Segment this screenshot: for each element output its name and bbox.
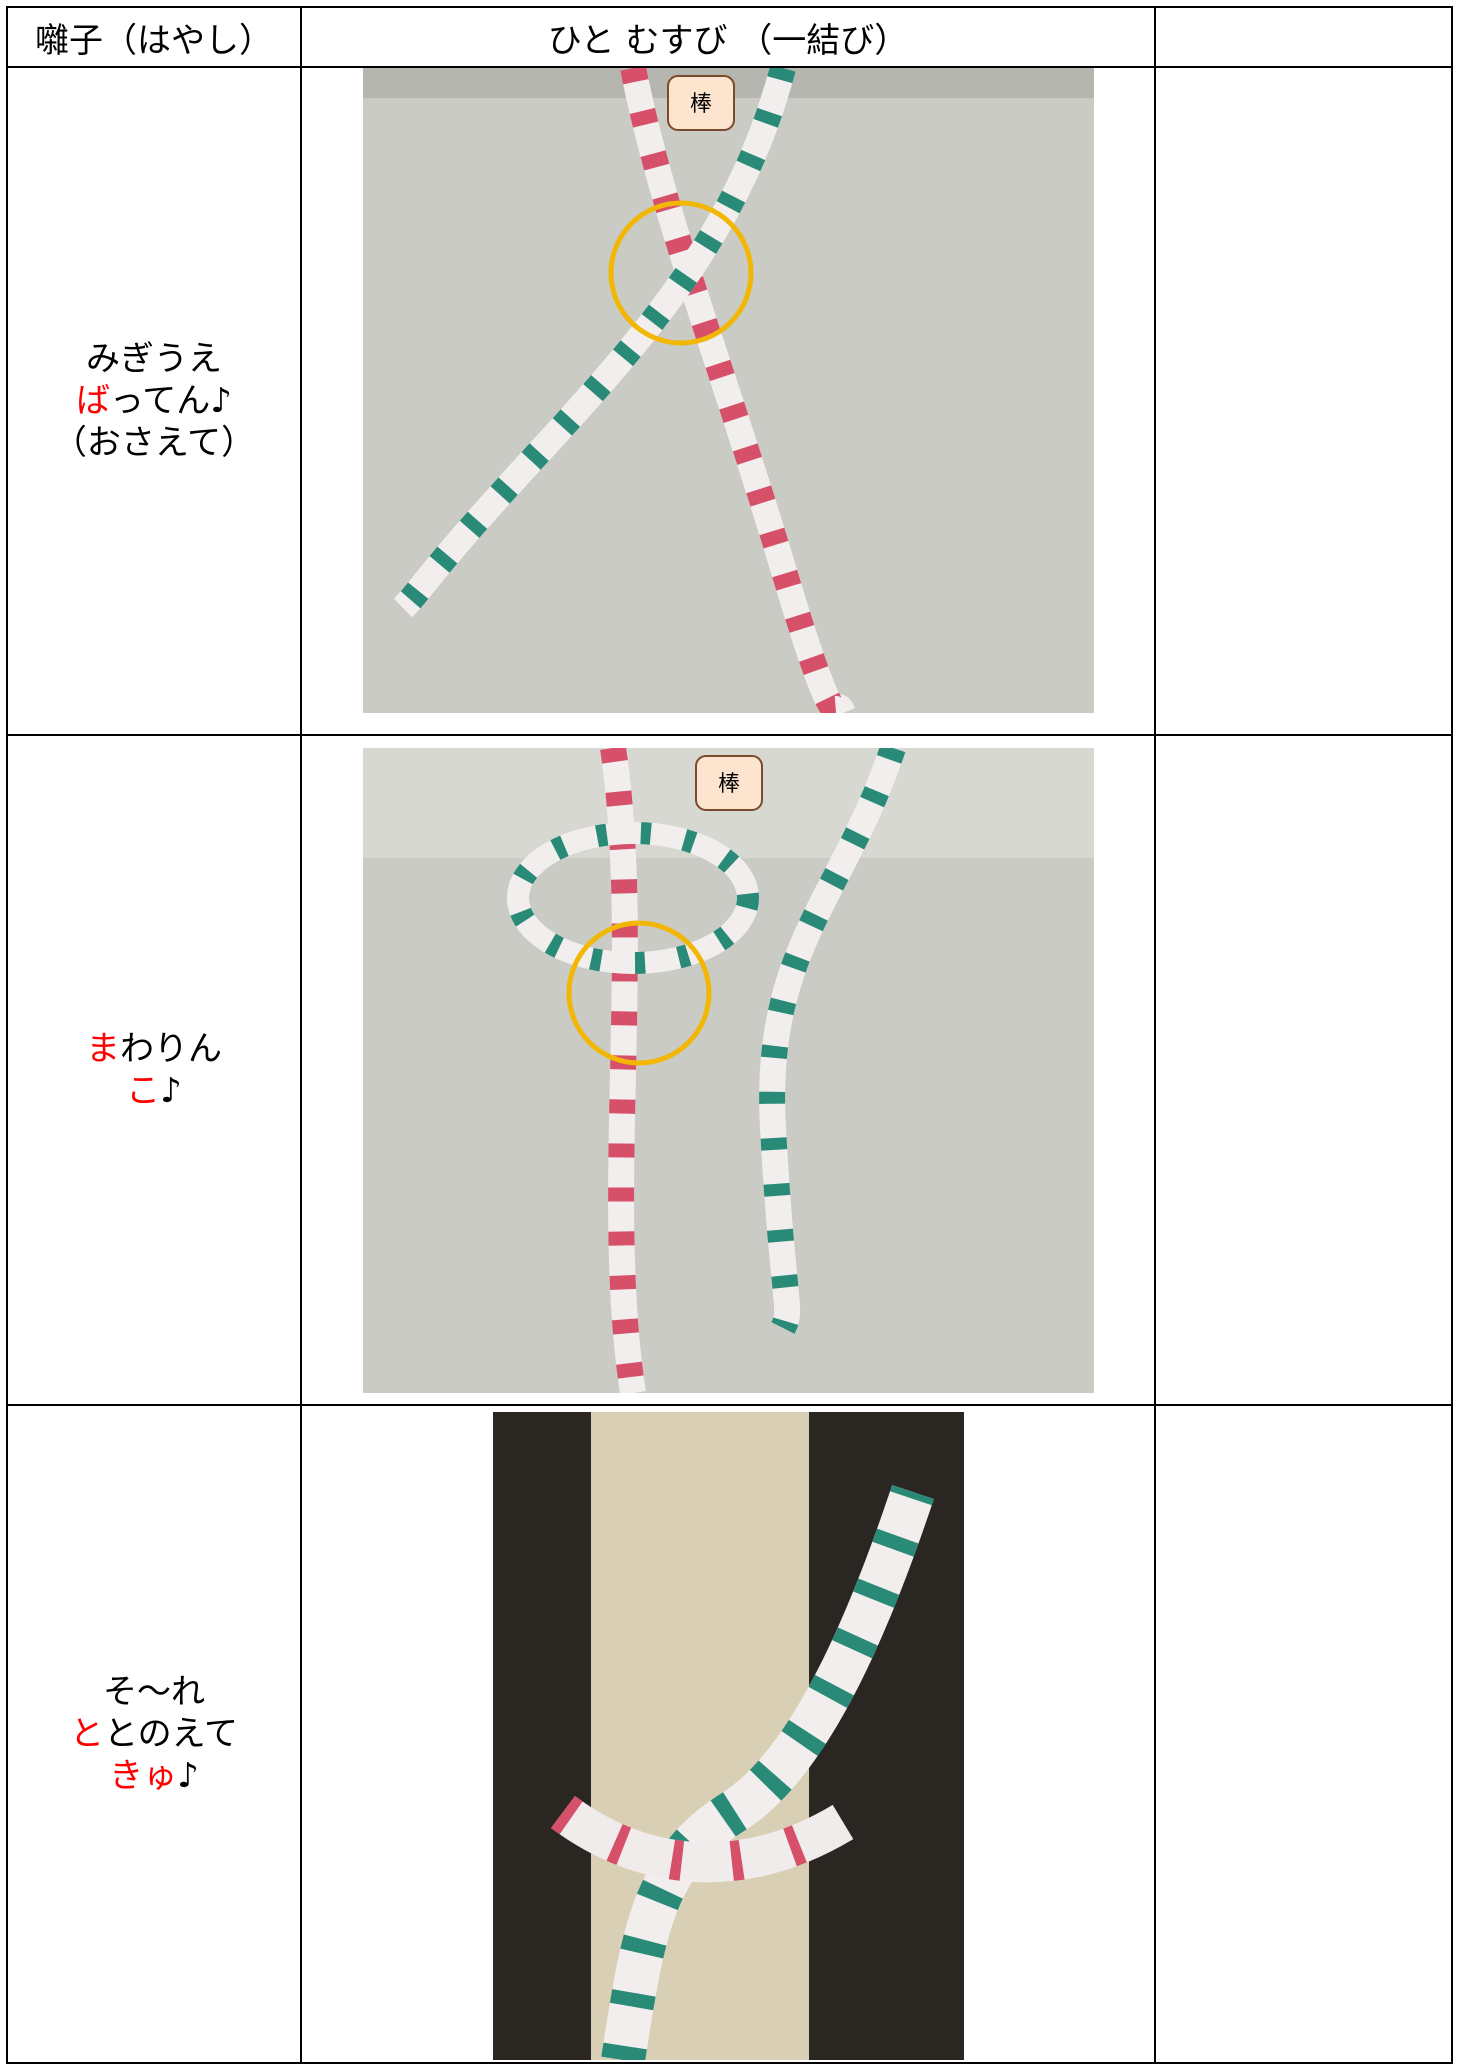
chant-text: きゅ	[109, 1756, 178, 1796]
empty-cell	[1154, 66, 1453, 736]
row: そ〜れ ととのえて きゅ♪	[6, 1404, 1453, 2064]
photo-cell: 棒	[300, 66, 1156, 736]
chant-line: きゅ♪	[8, 1755, 300, 1797]
header-cell: 囃子（はやし）	[6, 6, 302, 68]
row: みぎうえ ばってん♪ （おさえて） 棒	[6, 66, 1453, 736]
chant-text: みぎうえ	[86, 339, 222, 379]
empty-cell	[1154, 6, 1453, 68]
chant-text: わりん	[120, 1029, 222, 1069]
header-row: 囃子（はやし） ひと むすび （一結び）	[6, 6, 1453, 68]
chant-text: ま	[86, 1029, 120, 1069]
empty-cell	[1154, 1404, 1453, 2064]
photo-label: 棒	[717, 772, 739, 797]
chant-text: ♪	[177, 1756, 199, 1796]
chant-text: と	[70, 1714, 105, 1754]
chant-line: （おさえて）	[8, 422, 300, 464]
chant-text: こ	[126, 1071, 161, 1111]
chant-line: ばってん♪	[8, 380, 300, 422]
chant-cell: まわりん こ♪	[6, 734, 302, 1406]
chant-text: そ〜れ	[103, 1672, 205, 1712]
chant-text: とのえて	[104, 1714, 238, 1754]
chant-line: まわりん	[8, 1028, 300, 1070]
header-cell: ひと むすび （一結び）	[300, 6, 1156, 68]
chant-line: みぎうえ	[8, 338, 300, 380]
photo	[492, 1412, 964, 2060]
chant-line: ととのえて	[8, 1713, 300, 1755]
photo-cell	[300, 1404, 1156, 2064]
chant-line: そ〜れ	[8, 1671, 300, 1713]
photo: 棒	[362, 68, 1094, 713]
knot-table: 囃子（はやし） ひと むすび （一結び） みぎうえ ばってん♪ （おさえて） 棒 ま…	[6, 6, 1453, 2064]
photo-cell: 棒	[300, 734, 1156, 1406]
chant-text: ♪	[160, 1071, 182, 1111]
row: まわりん こ♪ 棒	[6, 734, 1453, 1406]
chant-cell: みぎうえ ばってん♪ （おさえて）	[6, 66, 302, 736]
chant-text: （おさえて）	[52, 423, 256, 463]
chant-line: こ♪	[8, 1070, 300, 1112]
empty-cell	[1154, 734, 1453, 1406]
photo: 棒	[362, 747, 1094, 1393]
photo-label: 棒	[689, 92, 711, 117]
chant-cell: そ〜れ ととのえて きゅ♪	[6, 1404, 302, 2064]
chant-text: ば	[76, 381, 110, 421]
chant-text: ってん♪	[110, 381, 232, 421]
